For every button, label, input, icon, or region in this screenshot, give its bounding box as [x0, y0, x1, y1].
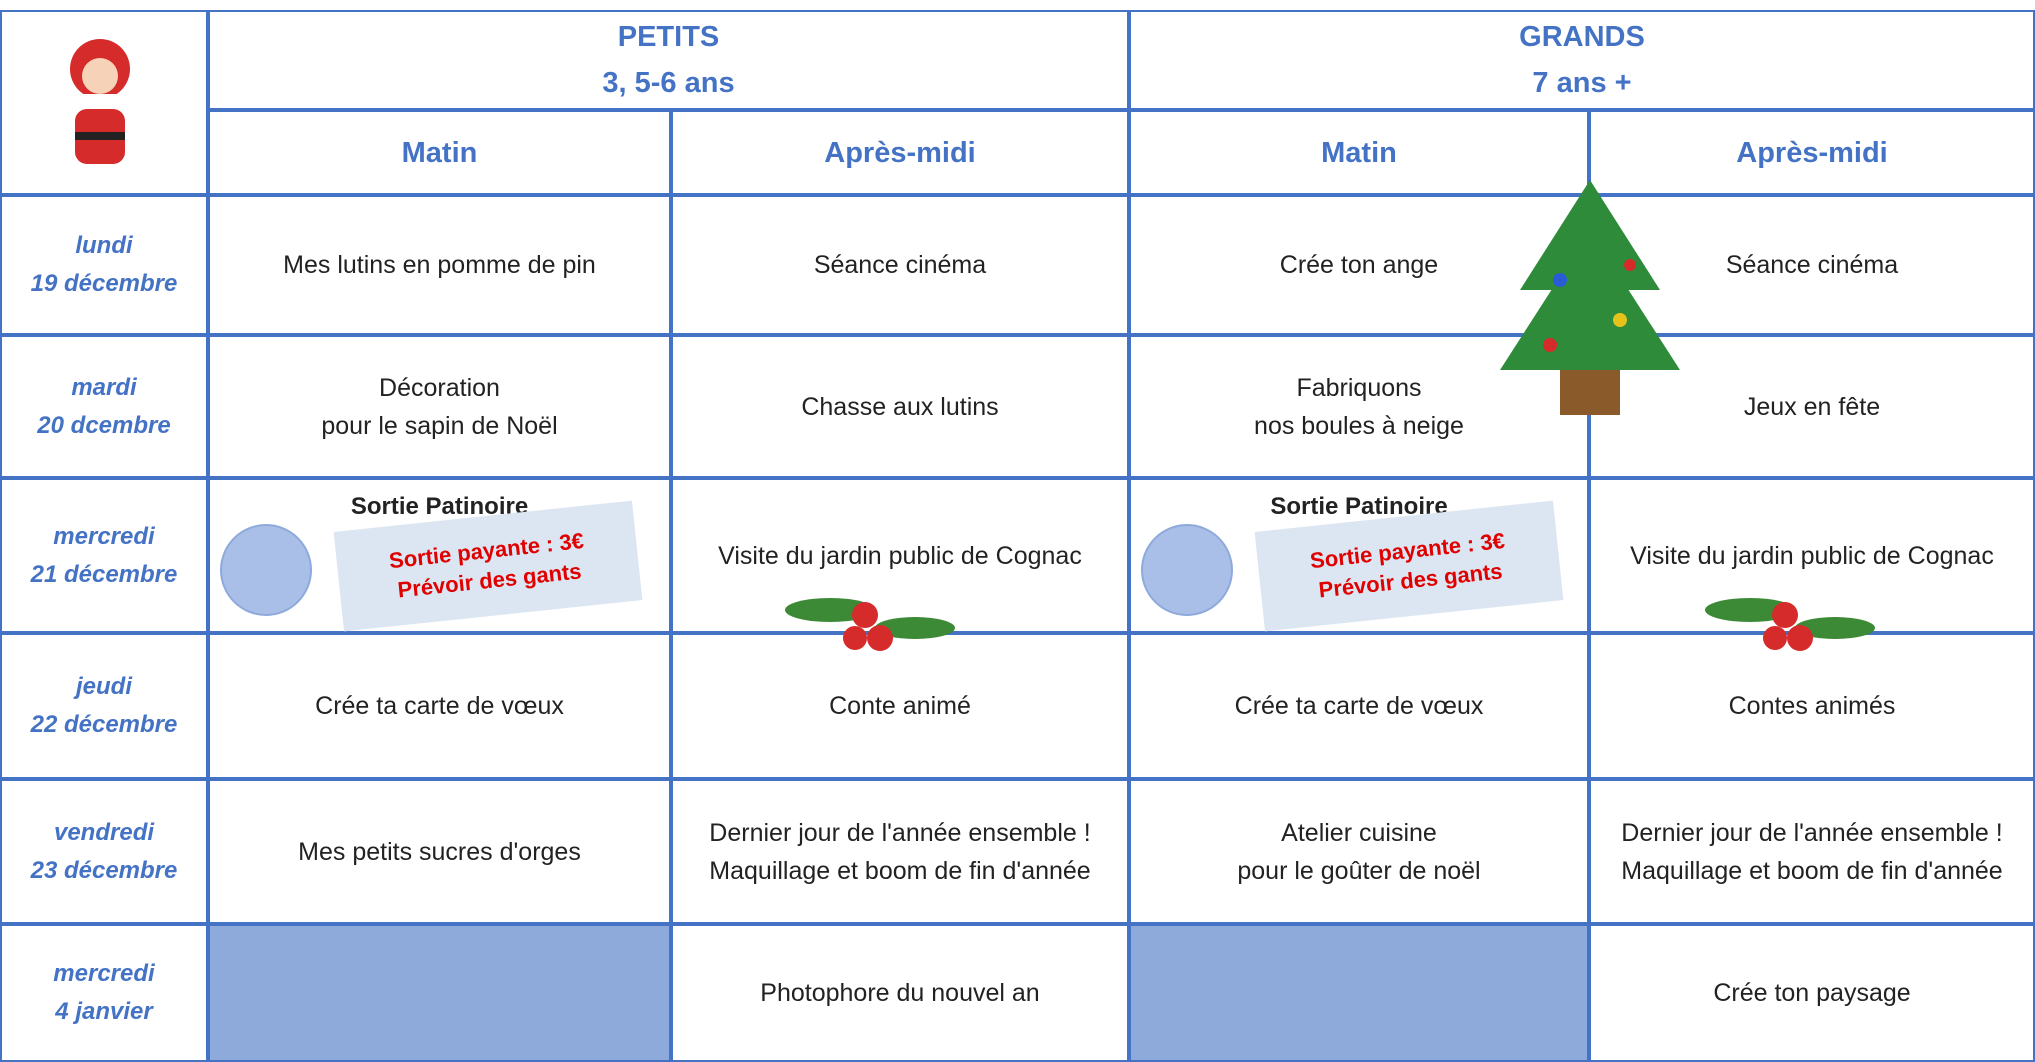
group-header: GRANDS 7 ans + — [1129, 10, 2035, 110]
day-date: 21 décembre — [30, 560, 178, 588]
activity-cell: Sortie Patinoire Sortie payante : 3€ Prévo… — [208, 478, 671, 633]
group-name: GRANDS — [1519, 21, 1645, 53]
activity-cell: Dernier jour de l'année ensemble ! Maquil… — [1589, 779, 2035, 924]
activity-cell: Chasse aux lutins — [671, 335, 1129, 478]
activity-line: pour le sapin de Noël — [321, 411, 558, 440]
activity-cell: Décoration pour le sapin de Noël — [208, 335, 671, 478]
activity-cell: Visite du jardin public de Cognac — [1589, 478, 2035, 633]
activity-line: Photophore du nouvel an — [760, 979, 1040, 1007]
activity-line: Chasse aux lutins — [801, 392, 999, 421]
group-header: PETITS 3, 5-6 ans — [208, 10, 1129, 110]
activity-line: Mes petits sucres d'orges — [298, 837, 581, 866]
activity-cell: Mes lutins en pomme de pin — [208, 195, 671, 335]
group-ages: 7 ans + — [1532, 67, 1632, 99]
activity-cell: Jeux en fête — [1589, 335, 2035, 478]
activity-line: Séance cinéma — [813, 251, 987, 279]
empty-cell — [208, 924, 671, 1062]
period-header: Matin — [208, 110, 671, 195]
day-name: jeudi — [75, 673, 132, 700]
day-name: lundi — [75, 232, 133, 259]
period-label: Matin — [401, 136, 478, 169]
activity-line: Maquillage et boom de fin d'année — [1621, 856, 2003, 885]
activity-cell: Fabriquons nos boules à neige — [1129, 335, 1589, 478]
period-label: Matin — [1321, 136, 1397, 169]
day-cell: jeudi 22 décembre — [0, 633, 208, 779]
day-cell: mercredi 21 décembre — [0, 478, 208, 633]
activity-line: Décoration — [379, 373, 500, 402]
activity-cell: Crée ta carte de vœux — [1129, 633, 1589, 779]
skate-icon — [220, 524, 312, 616]
day-date: 20 dcembre — [37, 411, 171, 439]
skate-icon — [1141, 524, 1233, 616]
activity-line: nos boules à neige — [1254, 411, 1464, 440]
period-label: Après-midi — [824, 136, 976, 169]
day-cell: mardi 20 dcembre — [0, 335, 208, 478]
activity-line: Dernier jour de l'année ensemble ! — [1621, 818, 2003, 847]
day-name: mardi — [71, 373, 137, 401]
activity-line: pour le goûter de noël — [1237, 856, 1481, 885]
empty-cell — [1129, 924, 1589, 1062]
activity-line: Conte animé — [829, 692, 971, 720]
activity-line: Contes animés — [1728, 692, 1896, 720]
activity-cell: Séance cinéma — [1589, 195, 2035, 335]
activity-cell: Crée ton ange — [1129, 195, 1589, 335]
activity-cell: Dernier jour de l'année ensemble ! Maquil… — [671, 779, 1129, 924]
activity-line: Dernier jour de l'année ensemble ! — [709, 818, 1091, 847]
activity-line: Visite du jardin public de Cognac — [718, 541, 1082, 570]
day-cell: lundi 19 décembre — [0, 195, 208, 335]
period-header: Après-midi — [1589, 110, 2035, 195]
activity-cell: Crée ta carte de vœux — [208, 633, 671, 779]
activity-line: Crée ton paysage — [1713, 979, 1911, 1007]
activity-line: Séance cinéma — [1725, 251, 1899, 279]
activity-cell: Visite du jardin public de Cognac — [671, 478, 1129, 633]
activity-line: Jeux en fête — [1743, 392, 1881, 421]
corner — [0, 10, 208, 195]
activity-line: Maquillage et boom de fin d'année — [709, 856, 1091, 885]
period-label: Après-midi — [1736, 136, 1888, 169]
day-date: 22 décembre — [30, 711, 178, 738]
activity-cell: Photophore du nouvel an — [671, 924, 1129, 1062]
activity-line: Fabriquons — [1296, 373, 1422, 402]
activity-line: Mes lutins en pomme de pin — [283, 251, 596, 279]
day-name: mercredi — [53, 522, 155, 550]
activity-cell: Séance cinéma — [671, 195, 1129, 335]
activity-line: Atelier cuisine — [1281, 818, 1437, 847]
activity-line: Crée ta carte de vœux — [315, 692, 564, 720]
group-ages: 3, 5-6 ans — [602, 67, 735, 99]
period-header: Matin — [1129, 110, 1589, 195]
activity-cell: Conte animé — [671, 633, 1129, 779]
day-name: vendredi — [53, 818, 155, 846]
day-date: 23 décembre — [30, 856, 178, 884]
activity-line: Visite du jardin public de Cognac — [1630, 541, 1994, 570]
activity-cell: Mes petits sucres d'orges — [208, 779, 671, 924]
activity-cell: Atelier cuisine pour le goûter de noël — [1129, 779, 1589, 924]
activity-cell: Crée ton paysage — [1589, 924, 2035, 1062]
activity-line: Crée ta carte de vœux — [1234, 692, 1484, 720]
activity-cell: Sortie Patinoire Sortie payante : 3€ Prévo… — [1129, 478, 1589, 633]
day-cell: mercredi 4 janvier — [0, 924, 208, 1062]
day-date: 4 janvier — [55, 998, 153, 1025]
activity-line: Crée ton ange — [1279, 251, 1439, 279]
activity-cell: Contes animés — [1589, 633, 2035, 779]
day-date: 19 décembre — [30, 270, 178, 297]
day-cell: vendredi 23 décembre — [0, 779, 208, 924]
group-name: PETITS — [617, 21, 720, 53]
period-header: Après-midi — [671, 110, 1129, 195]
day-name: mercredi — [53, 960, 155, 987]
